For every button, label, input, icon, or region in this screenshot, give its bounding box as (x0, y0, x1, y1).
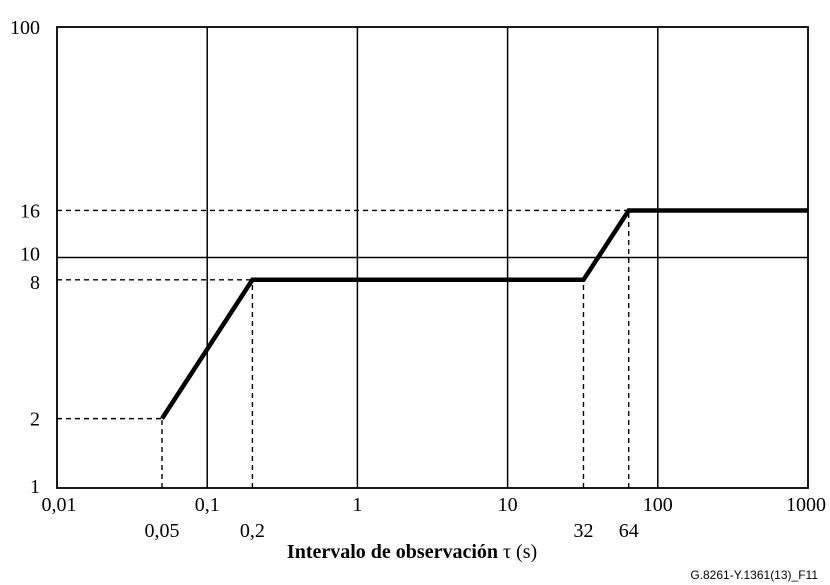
series-group (160, 208, 808, 420)
figure-code: G.8261-Y.1361(13)_F11 (690, 568, 818, 582)
y-tick-label: 1 (30, 476, 40, 498)
y-tick-label: 100 (10, 17, 40, 39)
series-line (160, 208, 808, 420)
y-tick-label: 8 (30, 272, 40, 294)
x-tick-labels: 0,01 0,1 1 10 100 1000 0,05 0,2 32 64 (42, 494, 827, 542)
y-tick-label: 2 (30, 409, 40, 431)
x-tick-label: 1 (352, 494, 362, 516)
x-tick-label: 0,2 (240, 520, 265, 542)
x-axis-label: Intervalo de observación (287, 541, 498, 563)
y-tick-label: 16 (20, 200, 40, 222)
grid-lines (57, 27, 808, 488)
x-tick-label: 0,01 (42, 494, 77, 516)
reference-lines (57, 209, 630, 488)
x-tick-label: 1000 (786, 494, 826, 516)
plot-frame (56, 26, 809, 489)
y-tick-label: 10 (20, 244, 40, 266)
x-tick-label: 64 (619, 520, 639, 542)
x-tick-label: 0,05 (144, 520, 179, 542)
x-tick-label: 10 (498, 494, 518, 516)
x-tick-label: 100 (643, 494, 673, 516)
y-tick-labels: 1 2 8 10 16 100 (10, 17, 40, 498)
x-tick-label: 0,1 (195, 494, 220, 516)
x-axis-symbol: τ (s) (503, 541, 537, 563)
x-tick-label: 32 (573, 520, 593, 542)
